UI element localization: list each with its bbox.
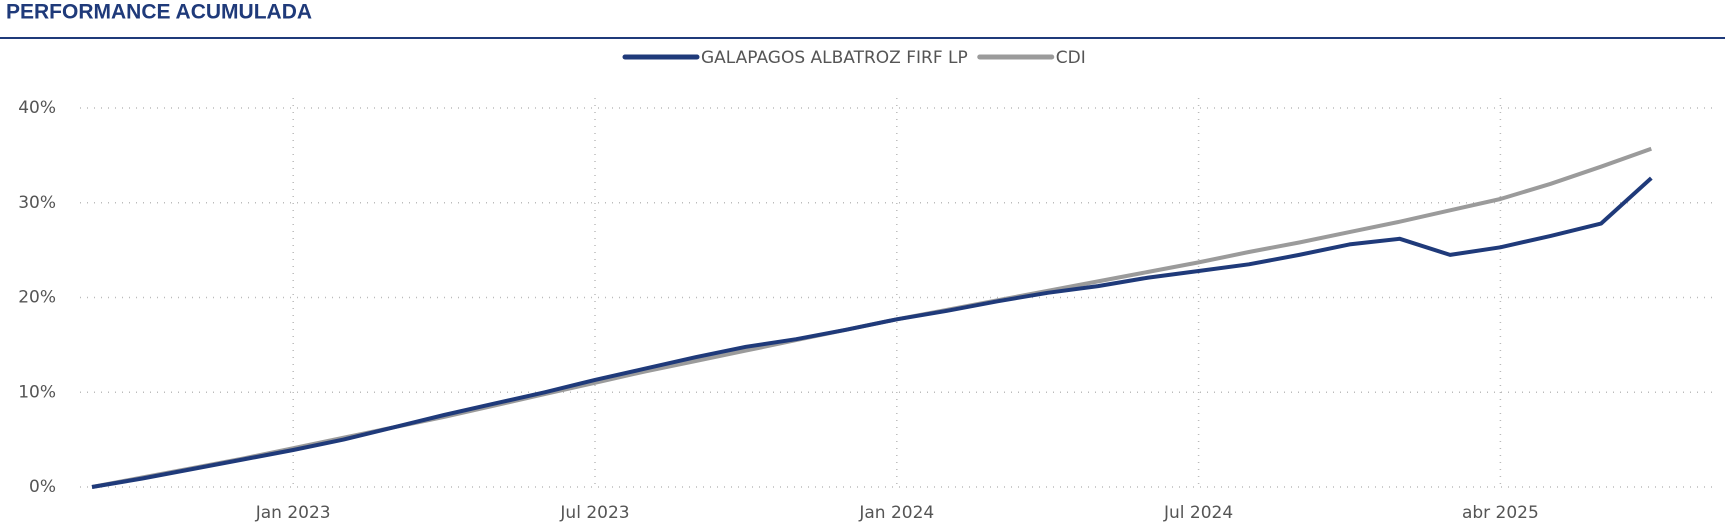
legend: GALAPAGOS ALBATROZ FIRF LP CDI [622,48,1086,68]
series-line [91,176,1653,489]
x-tick-label: Jul 2023 [559,503,629,523]
y-tick-label: 10% [18,382,56,402]
x-tick-label: Jan 2023 [255,503,331,523]
y-tick-label: 0% [29,477,56,497]
legend-label: CDI [1056,48,1086,68]
y-tick-label: 20% [18,288,56,308]
y-tick-label: 30% [18,193,56,213]
legend-label: GALAPAGOS ALBATROZ FIRF LP [701,48,968,68]
y-tick-label: 40% [18,98,56,118]
x-tick-label: Jan 2024 [858,503,934,523]
series-line [91,146,1652,489]
chart-title: PERFORMANCE ACUMULADA [6,1,312,24]
x-tick-label: Jul 2024 [1163,503,1233,523]
x-tick-label: abr 2025 [1462,503,1539,523]
